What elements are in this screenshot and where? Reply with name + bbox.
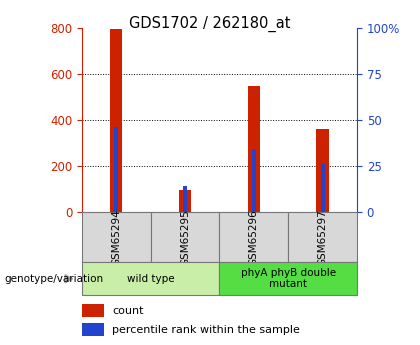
Polygon shape bbox=[65, 275, 73, 283]
Bar bbox=[114, 127, 118, 212]
FancyBboxPatch shape bbox=[82, 262, 220, 295]
FancyBboxPatch shape bbox=[288, 212, 357, 262]
FancyBboxPatch shape bbox=[220, 262, 357, 295]
Text: wild type: wild type bbox=[127, 274, 174, 284]
FancyBboxPatch shape bbox=[151, 212, 220, 262]
Text: GSM65294: GSM65294 bbox=[111, 209, 121, 266]
Text: GSM65295: GSM65295 bbox=[180, 209, 190, 266]
Text: count: count bbox=[112, 306, 144, 316]
Bar bbox=[316, 129, 329, 212]
Bar bbox=[320, 164, 325, 212]
Text: percentile rank within the sample: percentile rank within the sample bbox=[112, 325, 300, 335]
Bar bbox=[82, 304, 104, 317]
Bar bbox=[110, 29, 123, 212]
Bar bbox=[248, 87, 260, 212]
Bar bbox=[183, 186, 187, 212]
Text: phyA phyB double
mutant: phyA phyB double mutant bbox=[241, 268, 336, 289]
Bar bbox=[179, 190, 191, 212]
FancyBboxPatch shape bbox=[82, 212, 151, 262]
Text: GSM65297: GSM65297 bbox=[318, 209, 328, 266]
Bar bbox=[82, 323, 104, 336]
Bar bbox=[252, 149, 256, 212]
Text: GSM65296: GSM65296 bbox=[249, 209, 259, 266]
Text: GDS1702 / 262180_at: GDS1702 / 262180_at bbox=[129, 16, 291, 32]
FancyBboxPatch shape bbox=[220, 212, 288, 262]
Text: genotype/variation: genotype/variation bbox=[4, 274, 103, 284]
